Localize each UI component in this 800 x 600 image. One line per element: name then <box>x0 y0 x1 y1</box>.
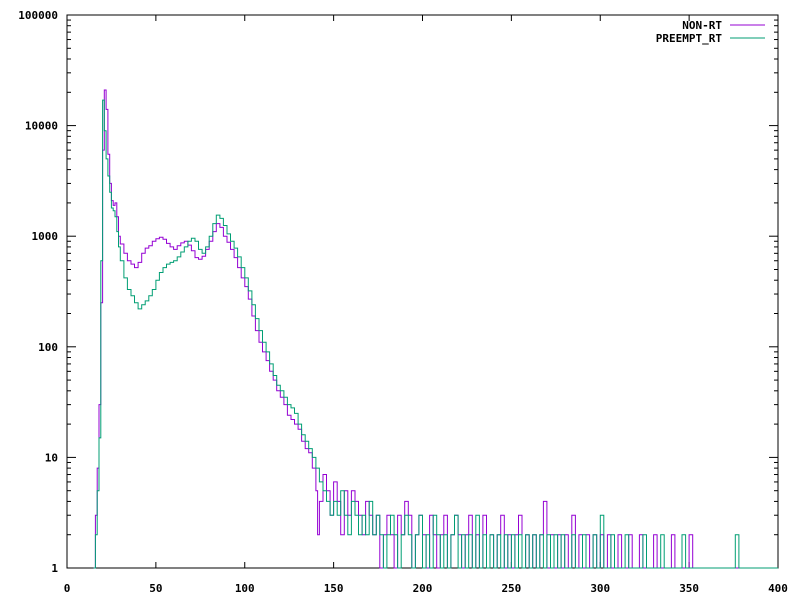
x-tick-label: 400 <box>768 582 788 595</box>
y-tick-label: 1000 <box>32 230 59 243</box>
x-tick-label: 150 <box>324 582 344 595</box>
y-tick-label: 100 <box>38 341 58 354</box>
x-tick-label: 300 <box>590 582 610 595</box>
x-tick-label: 100 <box>235 582 255 595</box>
x-tick-label: 0 <box>64 582 71 595</box>
plot-frame <box>66 14 779 569</box>
series-line-preempt-rt <box>93 99 778 569</box>
y-tick-label: 1 <box>51 562 58 575</box>
x-tick-label: 200 <box>413 582 433 595</box>
x-tick-label: 250 <box>501 582 521 595</box>
legend-label: NON-RT <box>682 19 722 32</box>
x-tick-label: 350 <box>679 582 699 595</box>
y-tick-label: 10 <box>45 451 58 464</box>
series-lines <box>93 89 778 569</box>
x-axis: 0 50 100 150 200 250 300 350 400 <box>64 15 788 595</box>
x-tick-label: 50 <box>149 582 162 595</box>
y-tick-label: 100000 <box>18 9 58 22</box>
y-axis: 1 10 100 1000 10000 100000 <box>18 9 778 575</box>
series-line-non-rt <box>93 89 778 569</box>
legend-label: PREEMPT_RT <box>656 32 723 45</box>
y-tick-label: 10000 <box>25 120 58 133</box>
